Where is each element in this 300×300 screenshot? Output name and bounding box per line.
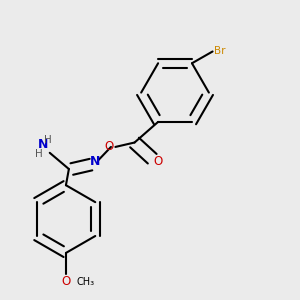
Text: O: O [154,155,163,168]
Text: H: H [44,136,52,146]
Text: N: N [90,155,100,168]
Text: O: O [61,275,70,288]
Text: H: H [34,149,42,159]
Text: N: N [38,138,48,152]
Text: O: O [105,140,114,153]
Text: CH₃: CH₃ [76,277,94,287]
Text: Br: Br [214,46,226,56]
